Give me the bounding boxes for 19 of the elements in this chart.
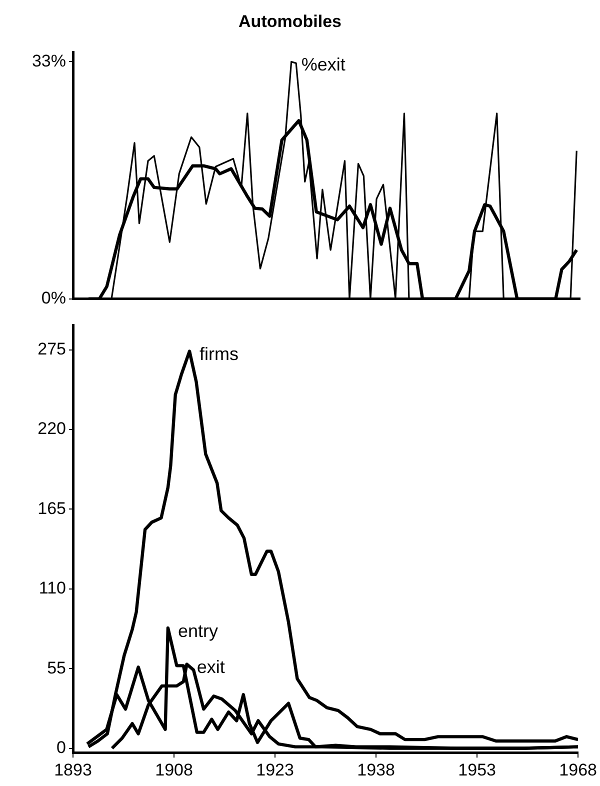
series-label: entry [178,620,218,641]
y-tick-label: 110 [38,578,66,598]
x-tick-label: 1908 [155,760,193,780]
series-label: exit [196,657,225,678]
x-tick-label: 1923 [256,760,294,780]
y-tick-label: 165 [38,498,66,518]
y-tick-label: 220 [38,419,66,438]
y-tick-label: 0 [56,738,66,757]
series-label: %exit [301,54,346,75]
y-tick-label: 275 [38,340,66,359]
y-tick-label: 33% [32,51,66,70]
x-tick-label: 1893 [54,760,92,780]
x-tick-label: 1938 [357,760,395,780]
x-tick-label: 1968 [559,760,598,780]
y-tick-label: 55 [47,658,66,678]
x-tick-label: 1953 [458,760,496,780]
y-tick-label: 0% [41,288,66,308]
chart-title: Automobiles [238,12,342,31]
series-label: firms [200,344,239,364]
